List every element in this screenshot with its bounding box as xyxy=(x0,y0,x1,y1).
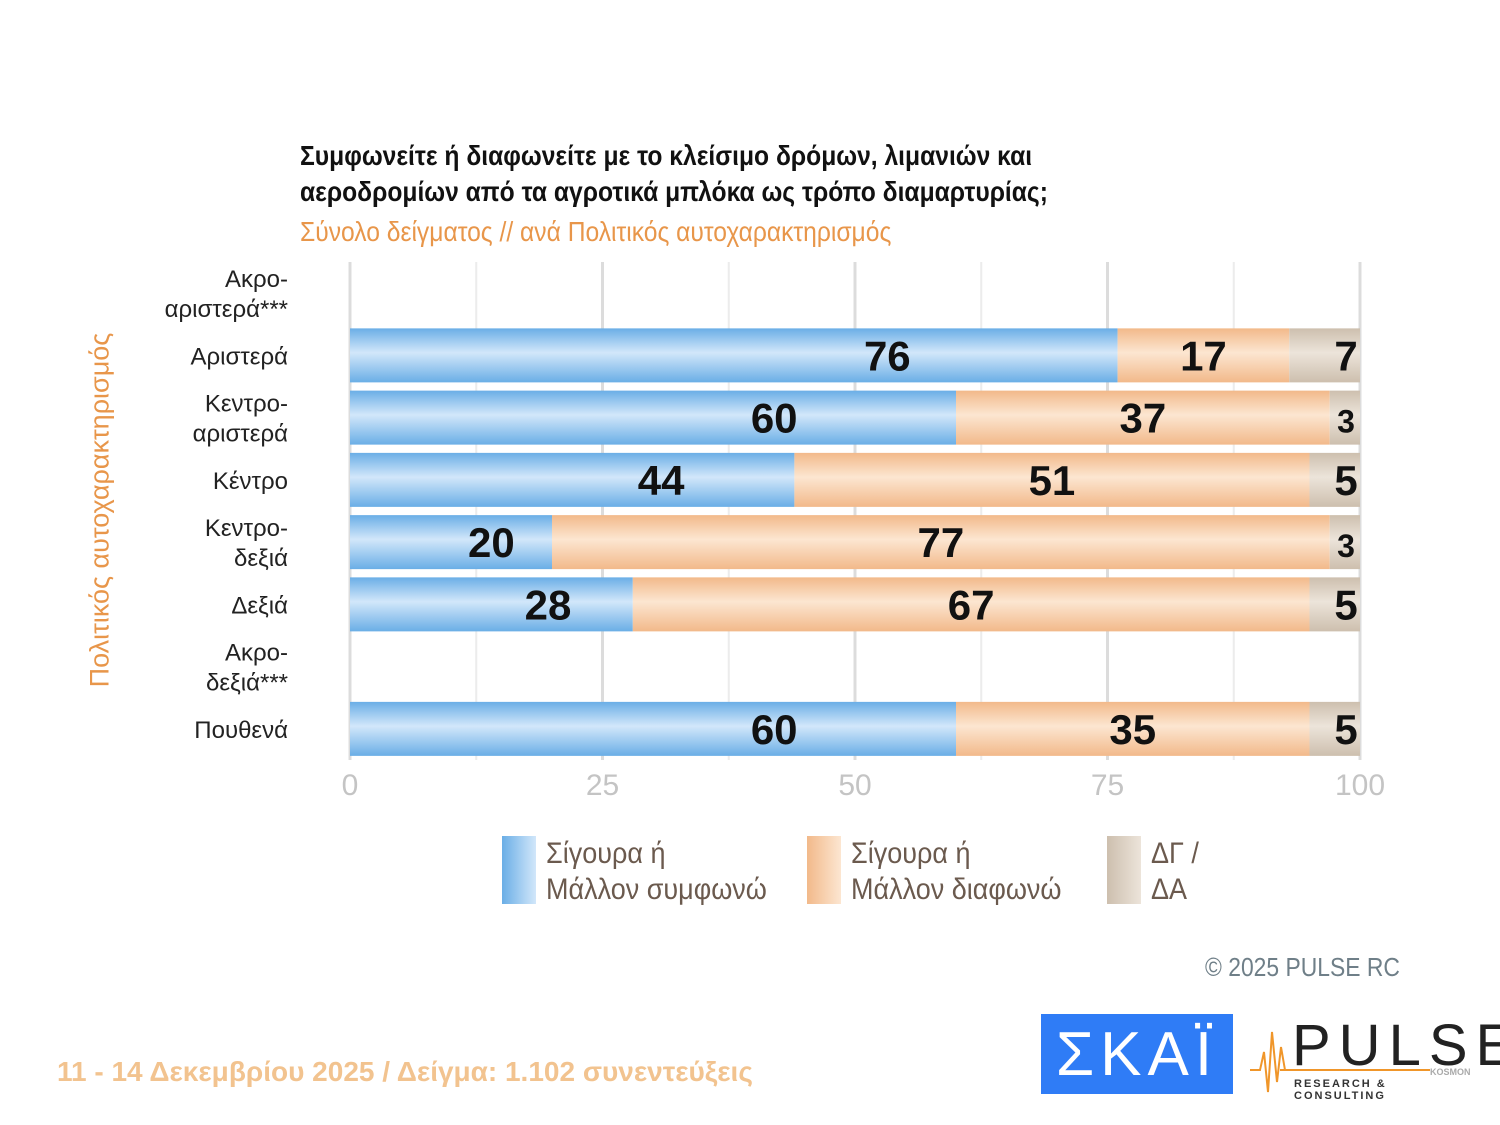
footer-date-sample: 11 - 14 Δεκεμβρίου 2025 / Δείγμα: 1.102 … xyxy=(57,1056,753,1087)
y-category-label: αριστερά xyxy=(193,421,289,448)
bar-segment xyxy=(1329,515,1360,570)
bar-segment xyxy=(1309,577,1360,632)
pulse-wave-icon xyxy=(1250,1031,1310,1093)
data-label: 17 xyxy=(1180,332,1227,379)
bar-segment xyxy=(350,452,795,507)
chart-title: Συμφωνείτε ή διαφωνείτε με το κλείσιμο δ… xyxy=(300,138,1048,210)
chart-subtitle: Σύνολο δείγματος // ανά Πολιτικός αυτοχα… xyxy=(300,216,892,247)
x-tick-label: 50 xyxy=(838,769,871,802)
data-label: 77 xyxy=(917,519,964,566)
title-line: αεροδρομίων από τα αγροτικά μπλόκα ως τρ… xyxy=(300,176,1048,207)
y-category-label: Δεξιά xyxy=(231,592,288,619)
bar-segment xyxy=(1309,701,1360,756)
legend-item-dk: ΔΓ / ΔΑ xyxy=(1107,836,1204,908)
y-category-label: Αριστερά xyxy=(190,343,288,370)
data-label: 5 xyxy=(1334,581,1357,628)
y-category-label: Ακρο- xyxy=(225,266,288,293)
legend-label: ΔΑ xyxy=(1151,873,1188,906)
data-label: 20 xyxy=(468,519,515,566)
bar-segment xyxy=(350,577,633,632)
x-tick-label: 75 xyxy=(1091,769,1124,802)
bar-segment xyxy=(552,515,1330,570)
data-label: 76 xyxy=(864,332,911,379)
skai-logo-text: ΣΚΑΪ xyxy=(1055,1019,1219,1089)
x-tick-label: 100 xyxy=(1335,769,1385,802)
legend-item-disagree: Σίγουρα ή Μάλλον διαφωνώ xyxy=(807,836,1085,908)
y-category-label: Κέντρο xyxy=(213,468,288,495)
legend-swatch xyxy=(502,836,536,904)
bar-segment xyxy=(1309,452,1360,507)
bar-segment xyxy=(1117,328,1290,383)
legend-swatch xyxy=(807,836,841,904)
legend-swatch xyxy=(1107,836,1141,904)
pulse-subtitle: RESEARCH & CONSULTING xyxy=(1294,1078,1387,1102)
bar-segment xyxy=(1329,390,1360,445)
data-label: 5 xyxy=(1334,457,1357,504)
legend-label: Μάλλον συμφωνώ xyxy=(546,873,767,906)
y-category-label: Ακρο- xyxy=(225,640,288,667)
legend-item-agree: Σίγουρα ή Μάλλον συμφωνώ xyxy=(502,836,791,908)
data-label: 60 xyxy=(751,395,798,442)
bar-segment xyxy=(632,577,1310,632)
copyright: © 2025 PULSE RC xyxy=(1205,952,1400,982)
x-tick-label: 0 xyxy=(342,769,359,802)
data-label: 28 xyxy=(525,581,572,628)
data-label: 7 xyxy=(1334,332,1357,379)
bar-segment xyxy=(350,328,1118,383)
y-category-label: Κεντρο- xyxy=(205,391,288,418)
legend-label: Σίγουρα ή xyxy=(546,837,666,870)
data-label: 37 xyxy=(1119,395,1166,442)
data-label: 60 xyxy=(751,706,798,753)
legend-label: Σίγουρα ή xyxy=(851,837,971,870)
legend-label: Μάλλον διαφωνώ xyxy=(851,873,1062,906)
bar-segment xyxy=(956,390,1330,445)
y-category-label: Κεντρο- xyxy=(205,515,288,542)
data-label: 51 xyxy=(1029,457,1076,504)
skai-logo: ΣΚΑΪ xyxy=(1041,1014,1233,1094)
title-line: Συμφωνείτε ή διαφωνείτε με το κλείσιμο δ… xyxy=(300,140,1033,171)
data-label: 44 xyxy=(638,457,685,504)
data-label: 3 xyxy=(1337,528,1355,564)
bar-segment xyxy=(1289,328,1360,383)
x-tick-label: 25 xyxy=(586,769,619,802)
data-label: 3 xyxy=(1337,404,1355,440)
data-label: 35 xyxy=(1109,706,1156,753)
y-category-label: αριστερά*** xyxy=(165,296,288,323)
y-category-label: δεξιά*** xyxy=(206,670,288,697)
y-category-label: Πουθενά xyxy=(194,717,288,744)
y-category-label: δεξιά xyxy=(234,545,288,572)
pulse-logo: PULSE KOSMON RESEARCH & CONSULTING xyxy=(1250,1012,1500,1102)
pulse-kosmon-text: KOSMON xyxy=(1430,1067,1471,1077)
bar-segment xyxy=(794,452,1310,507)
bar-segment xyxy=(350,390,956,445)
legend-label: ΔΓ / xyxy=(1151,837,1199,870)
data-label: 67 xyxy=(948,581,995,628)
data-label: 5 xyxy=(1334,706,1357,753)
pulse-logo-text: PULSE xyxy=(1292,1013,1500,1078)
bar-segment xyxy=(350,701,956,756)
bar-segment xyxy=(350,515,552,570)
bar-segment xyxy=(956,701,1310,756)
